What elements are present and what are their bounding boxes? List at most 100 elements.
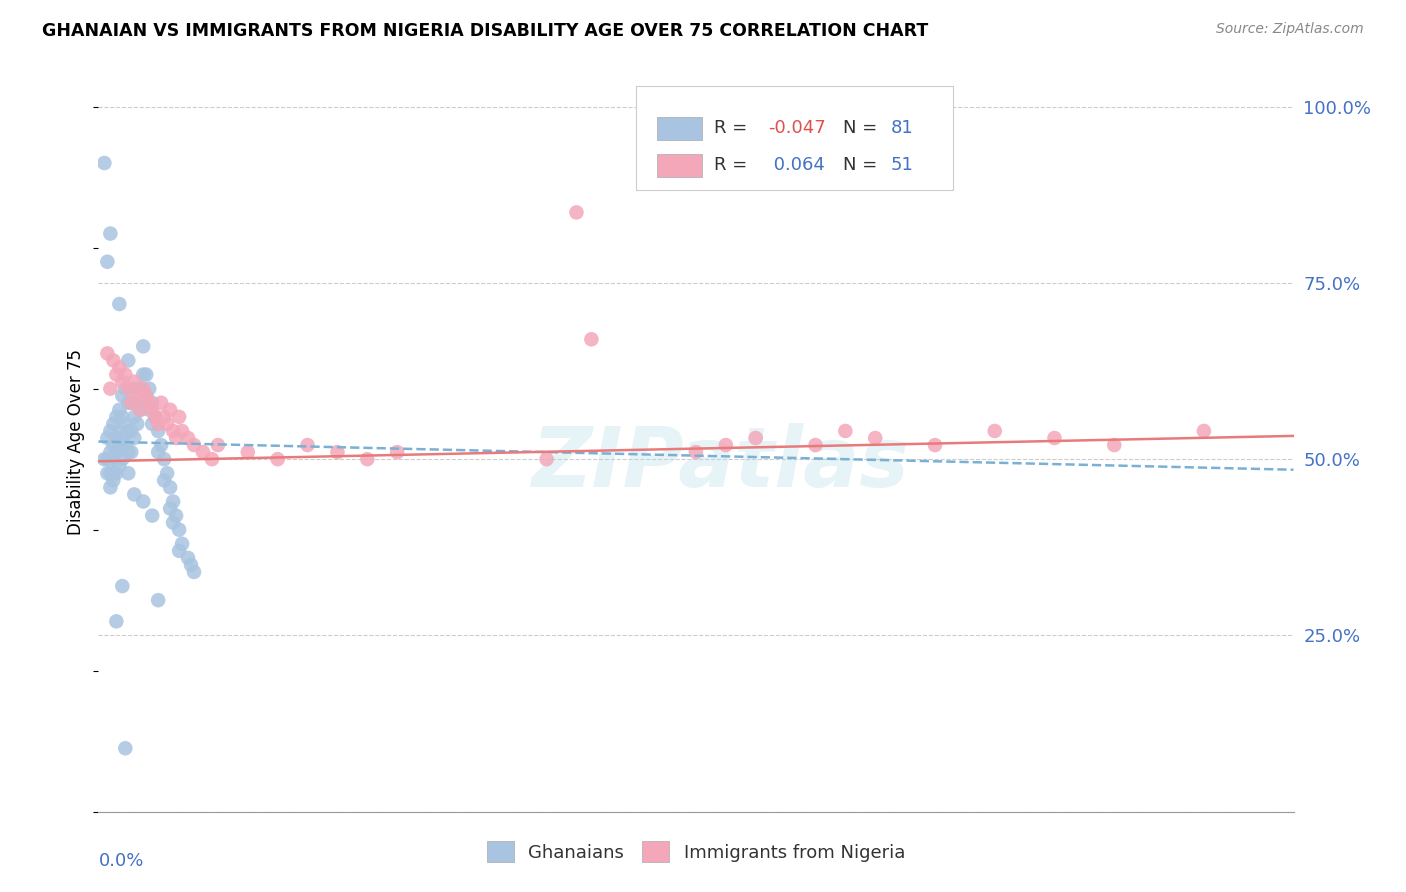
Point [98, 227, 122, 241]
Text: 51: 51 [891, 156, 914, 174]
Y-axis label: Disability Age Over 75: Disability Age Over 75 [67, 349, 86, 534]
Point [96, 431, 118, 445]
Point [745, 431, 768, 445]
Point [124, 409, 146, 424]
Point [1104, 438, 1126, 452]
Point [103, 452, 125, 467]
Point [180, 558, 202, 572]
Point [172, 537, 194, 551]
Point [117, 467, 139, 481]
Point [114, 417, 136, 431]
Point [108, 297, 131, 311]
Point [103, 353, 125, 368]
Point [124, 375, 146, 389]
Text: 0.0%: 0.0% [98, 853, 143, 871]
Point [183, 438, 205, 452]
Point [103, 417, 125, 431]
Point [165, 508, 187, 523]
Point [108, 424, 131, 438]
Point [1043, 431, 1066, 445]
Point [565, 205, 588, 219]
Point [183, 565, 205, 579]
Point [685, 445, 707, 459]
Point [326, 445, 349, 459]
Point [148, 445, 170, 459]
Point [105, 615, 128, 629]
Point [201, 452, 224, 467]
Point [103, 438, 125, 452]
FancyBboxPatch shape [657, 153, 702, 178]
Point [143, 409, 166, 424]
Point [117, 445, 139, 459]
Point [536, 452, 558, 467]
Point [120, 424, 142, 438]
Point [117, 396, 139, 410]
Point [581, 332, 603, 346]
Text: N =: N = [844, 156, 877, 174]
Point [114, 438, 136, 452]
Point [150, 396, 173, 410]
Point [111, 452, 134, 467]
Point [96, 346, 118, 360]
Point [177, 550, 200, 565]
Text: -0.047: -0.047 [768, 120, 825, 137]
Legend: Ghanaians, Immigrants from Nigeria: Ghanaians, Immigrants from Nigeria [479, 834, 912, 870]
Point [96, 254, 118, 268]
Point [191, 445, 214, 459]
Point [129, 402, 152, 417]
Point [98, 480, 122, 494]
Point [98, 467, 122, 481]
Point [120, 445, 142, 459]
Point [93, 452, 115, 467]
Point [162, 494, 184, 508]
Point [159, 501, 181, 516]
Point [105, 409, 128, 424]
Point [159, 402, 181, 417]
Point [120, 396, 142, 410]
Point [132, 494, 155, 508]
Point [127, 396, 149, 410]
Point [96, 467, 118, 481]
Point [114, 382, 136, 396]
Point [124, 382, 146, 396]
Point [148, 593, 170, 607]
Point [98, 445, 122, 459]
Point [124, 431, 146, 445]
Point [1192, 424, 1215, 438]
Point [111, 375, 134, 389]
Point [111, 389, 134, 403]
Text: N =: N = [844, 120, 877, 137]
Point [132, 368, 155, 382]
Point [135, 389, 157, 403]
Point [356, 452, 378, 467]
Point [117, 353, 139, 368]
FancyBboxPatch shape [637, 87, 953, 190]
Point [804, 438, 827, 452]
Point [167, 544, 190, 558]
Point [108, 360, 131, 375]
Point [132, 396, 155, 410]
Point [132, 339, 155, 353]
Point [135, 389, 157, 403]
Point [159, 480, 181, 494]
Text: Source: ZipAtlas.com: Source: ZipAtlas.com [1216, 22, 1364, 37]
Point [267, 452, 290, 467]
Point [236, 445, 259, 459]
Point [98, 382, 122, 396]
Point [153, 452, 176, 467]
Point [98, 424, 122, 438]
Point [172, 424, 194, 438]
Text: ZIPatlas: ZIPatlas [531, 423, 908, 504]
Point [132, 382, 155, 396]
Point [167, 523, 190, 537]
Point [120, 396, 142, 410]
FancyBboxPatch shape [657, 117, 702, 140]
Point [117, 382, 139, 396]
Point [162, 424, 184, 438]
Point [127, 389, 149, 403]
Point [148, 424, 170, 438]
Point [141, 396, 163, 410]
Point [834, 424, 856, 438]
Point [93, 156, 115, 170]
Point [105, 445, 128, 459]
